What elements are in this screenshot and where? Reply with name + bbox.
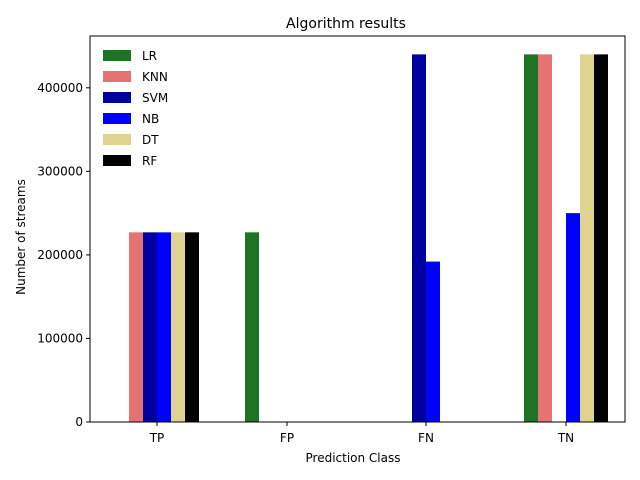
bar-svm-fn bbox=[412, 54, 426, 422]
bar-nb-fn bbox=[426, 261, 440, 422]
bar-svm-tp bbox=[143, 232, 157, 422]
x-axis: TP FP FN TN bbox=[149, 422, 574, 445]
bar-knn-tp bbox=[129, 232, 143, 422]
chart-title: Algorithm results bbox=[286, 16, 406, 32]
x-axis-label: Prediction Class bbox=[306, 451, 401, 465]
legend-label-knn: KNN bbox=[142, 70, 168, 84]
bar-dt-tn bbox=[580, 54, 594, 422]
x-tick-label: FN bbox=[418, 431, 434, 445]
bar-knn-tn bbox=[538, 54, 552, 422]
bars-group bbox=[129, 54, 608, 422]
bar-lr-tn bbox=[524, 54, 538, 422]
bar-lr-fp bbox=[245, 232, 259, 422]
legend-swatch-knn bbox=[103, 71, 131, 82]
bar-rf-tp bbox=[185, 232, 199, 422]
legend-swatch-lr bbox=[103, 50, 131, 61]
legend-swatch-svm bbox=[103, 92, 131, 103]
x-tick-label: TP bbox=[149, 431, 165, 445]
y-tick-label: 100000 bbox=[37, 331, 83, 345]
y-axis: 0 100000 200000 300000 400000 bbox=[37, 81, 90, 429]
legend-label-svm: SVM bbox=[142, 91, 168, 105]
legend-swatch-rf bbox=[103, 155, 131, 166]
y-tick-label: 0 bbox=[75, 415, 83, 429]
bar-rf-tn bbox=[594, 54, 608, 422]
legend-label-dt: DT bbox=[142, 133, 159, 147]
legend-swatch-dt bbox=[103, 134, 131, 145]
bar-dt-tp bbox=[171, 232, 185, 422]
legend-label-nb: NB bbox=[142, 112, 159, 126]
legend-label-lr: LR bbox=[142, 49, 157, 63]
plot-frame bbox=[89, 35, 626, 423]
legend-label-rf: RF bbox=[142, 154, 157, 168]
legend-swatch-nb bbox=[103, 113, 131, 124]
x-tick-label: TN bbox=[557, 431, 574, 445]
bar-nb-tp bbox=[157, 232, 171, 422]
bar-nb-tn bbox=[566, 213, 580, 422]
y-tick-label: 400000 bbox=[37, 81, 83, 95]
y-axis-label: Number of streams bbox=[14, 179, 28, 295]
y-tick-label: 200000 bbox=[37, 248, 83, 262]
y-tick-label: 300000 bbox=[37, 164, 83, 178]
x-tick-label: FP bbox=[280, 431, 294, 445]
legend: LR KNN SVM NB DT RF bbox=[103, 49, 168, 168]
